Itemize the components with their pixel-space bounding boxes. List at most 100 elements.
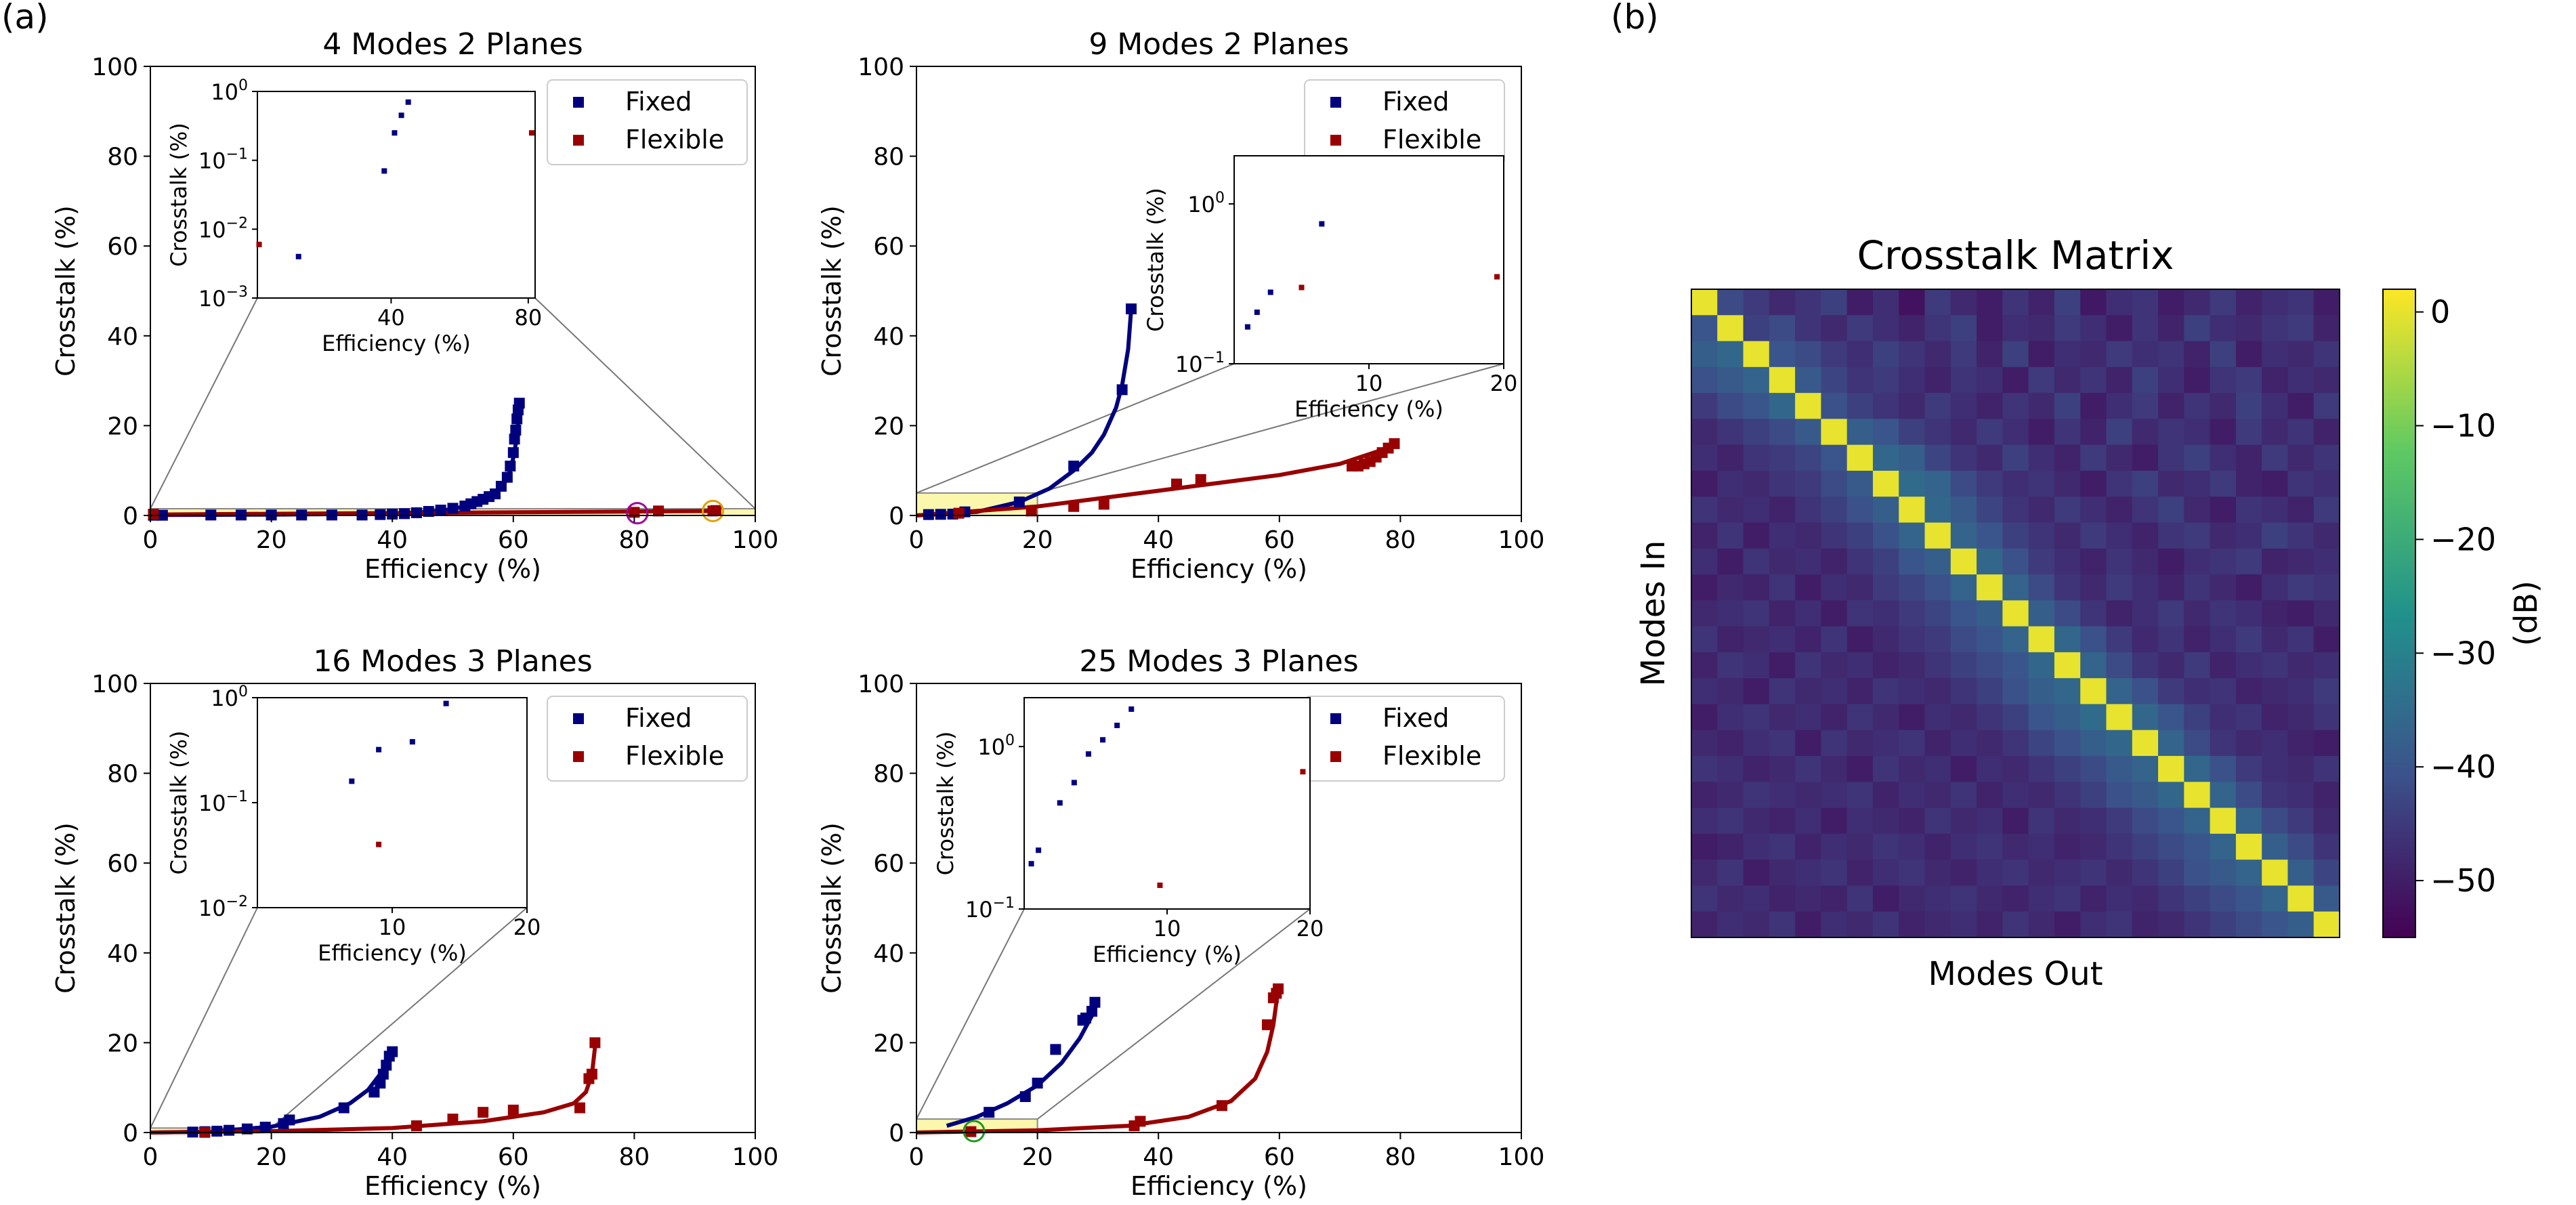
heatmap-cell bbox=[1717, 548, 1744, 575]
heatmap-cell bbox=[2132, 807, 2159, 834]
heatmap-cell bbox=[2235, 470, 2262, 497]
heatmap-cell bbox=[1821, 470, 1848, 497]
heatmap-cell bbox=[1924, 730, 1951, 757]
heatmap-cell bbox=[1899, 444, 1926, 471]
tick-exponent: −2 bbox=[226, 215, 248, 232]
heatmap-cell bbox=[1795, 911, 1821, 938]
heatmap-cell bbox=[2002, 860, 2029, 887]
heatmap-cell bbox=[2106, 833, 2133, 860]
heatmap-cell bbox=[2287, 833, 2315, 860]
y-tick-label: 60 bbox=[107, 850, 138, 878]
y-tick-label: 0 bbox=[889, 1120, 904, 1147]
tick-exponent: −1 bbox=[1203, 350, 1225, 366]
data-point-fixed bbox=[224, 1124, 235, 1136]
heatmap-cell bbox=[2080, 341, 2107, 368]
heatmap-cell bbox=[2002, 885, 2029, 912]
heatmap-cell bbox=[1950, 289, 1977, 316]
y-tick-label: 20 bbox=[107, 1030, 138, 1057]
heatmap-cell bbox=[2080, 444, 2107, 471]
heatmap-cell bbox=[2158, 730, 2184, 757]
heatmap-cell bbox=[2287, 911, 2315, 938]
heatmap-cell bbox=[2158, 911, 2184, 938]
heatmap-cell bbox=[2158, 315, 2184, 342]
data-point-fixed bbox=[510, 425, 522, 436]
x-tick-label: 80 bbox=[1385, 526, 1416, 554]
heatmap-cell bbox=[1717, 807, 1744, 834]
heatmap-cell bbox=[2028, 315, 2055, 342]
data-point-flexible bbox=[447, 1114, 459, 1125]
heatmap-cell bbox=[1821, 833, 1848, 860]
heatmap-cell bbox=[2210, 574, 2237, 601]
heatmap-cell bbox=[1743, 496, 1770, 524]
heatmap-cell bbox=[2313, 366, 2340, 394]
heatmap-cell bbox=[2262, 393, 2289, 419]
heatmap-cell bbox=[2313, 782, 2340, 809]
heatmap-cell bbox=[1743, 419, 1770, 446]
heatmap-cell bbox=[2184, 470, 2211, 497]
plot-frame bbox=[150, 66, 756, 516]
heatmap-cell bbox=[1769, 730, 1796, 757]
heatmap-cell bbox=[1846, 522, 1874, 549]
heatmap-cell bbox=[1950, 522, 1977, 549]
heatmap-cell bbox=[2106, 574, 2133, 601]
y-tick-label: 0 bbox=[123, 503, 138, 530]
inset-frame bbox=[1023, 697, 1311, 910]
heatmap-cell bbox=[2028, 496, 2055, 524]
heatmap-cell bbox=[1899, 574, 1926, 601]
heatmap-cell bbox=[2158, 419, 2184, 446]
tick-base: 10 bbox=[977, 734, 1005, 760]
zoom-connector bbox=[150, 907, 258, 1128]
heatmap-cell bbox=[1795, 419, 1821, 446]
heatmap-cell bbox=[2287, 730, 2315, 757]
heatmap-cell bbox=[2132, 626, 2159, 653]
heatmap-cell bbox=[1924, 807, 1951, 834]
heatmap-cell bbox=[2080, 782, 2107, 809]
heatmap-cell bbox=[1924, 496, 1951, 524]
heatmap-cell bbox=[1795, 548, 1821, 575]
heatmap-cell bbox=[2184, 833, 2211, 860]
heatmap-cell bbox=[2210, 548, 2237, 575]
heatmap-cell bbox=[2054, 600, 2081, 627]
heatmap-cell bbox=[1977, 444, 2003, 471]
y-tick-label: 80 bbox=[873, 144, 904, 171]
heatmap-cell bbox=[2054, 470, 2081, 497]
heatmap-cell bbox=[1950, 470, 1977, 497]
heatmap-cell bbox=[1924, 522, 1951, 549]
inset-point-flexible bbox=[376, 841, 382, 847]
heatmap-cell bbox=[1717, 496, 1744, 524]
heatmap-cell bbox=[1950, 756, 1977, 782]
heatmap-cell bbox=[1846, 807, 1874, 834]
heatmap-cell bbox=[2132, 782, 2159, 809]
legend-box bbox=[547, 696, 748, 782]
heatmap-cell bbox=[2313, 678, 2340, 705]
legend-marker-flexible bbox=[1330, 751, 1341, 762]
heatmap-cell bbox=[2210, 496, 2237, 524]
data-point-fixed bbox=[447, 503, 459, 514]
inset-point-fixed bbox=[1254, 309, 1260, 315]
heatmap-cell bbox=[2210, 833, 2237, 860]
heatmap-cell bbox=[2054, 419, 2081, 446]
heatmap-cell bbox=[1846, 315, 1874, 342]
heatmap-cell bbox=[1743, 704, 1770, 731]
colorbar-tick-label: −40 bbox=[2430, 748, 2496, 785]
heatmap-cell bbox=[2287, 704, 2315, 731]
data-point-fixed bbox=[338, 1102, 350, 1114]
inset-point-fixed bbox=[1071, 780, 1077, 786]
heatmap-cell bbox=[2002, 833, 2029, 860]
heatmap-cell bbox=[1743, 885, 1770, 912]
heatmap-cell bbox=[1977, 807, 2003, 834]
heatmap-cell bbox=[1924, 652, 1951, 679]
heatmap-cell bbox=[1872, 522, 1899, 549]
data-point-flexible bbox=[1068, 501, 1080, 512]
heatmap-cell bbox=[2028, 626, 2055, 653]
heatmap-cell bbox=[1846, 730, 1874, 757]
heatmap-cell bbox=[2002, 419, 2029, 446]
heatmap-cell bbox=[1691, 470, 1718, 497]
heatmap-cell bbox=[2054, 911, 2081, 938]
heatmap-cell bbox=[1872, 315, 1899, 342]
heatmap-cell bbox=[2210, 860, 2237, 887]
heatmap-cell bbox=[1769, 496, 1796, 524]
y-tick-label: 100 bbox=[858, 671, 904, 698]
